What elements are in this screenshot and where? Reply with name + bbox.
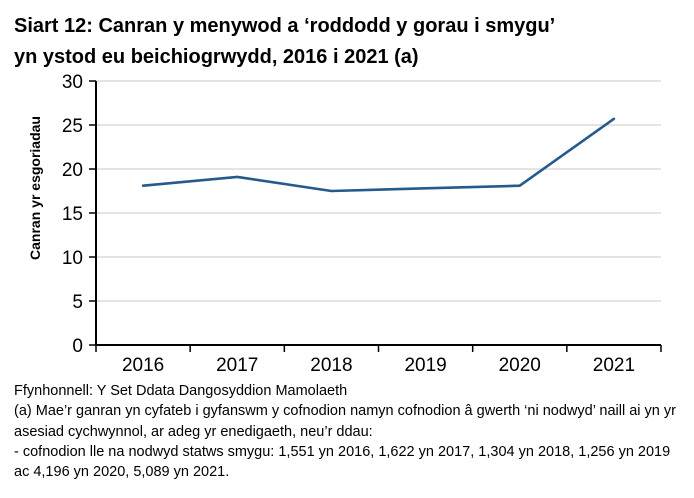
chart-title: Siart 12: Canran y menywod a ‘roddodd y … [0, 0, 694, 73]
footer-notes: Ffynhonnell: Y Set Ddata Dangosyddion Ma… [0, 379, 694, 482]
x-tick-label: 2018 [310, 355, 352, 376]
x-tick-label: 2020 [499, 355, 541, 376]
y-tick-label: 30 [62, 73, 83, 93]
x-tick-label: 2017 [216, 355, 258, 376]
y-tick-label: 25 [62, 116, 83, 137]
footnote-b: - cofnodion lle na nodwyd statws smygu: … [14, 443, 671, 481]
data-series-line [141, 117, 616, 193]
y-tick-label: 15 [62, 204, 83, 225]
x-tick-label: 2019 [404, 355, 446, 376]
y-tick-label: 10 [62, 248, 83, 269]
line-chart: 0 5 10 15 20 25 30 2016 2017 2018 2019 2020 2021 Canr… [27, 73, 662, 376]
chart-title-line-1: Siart 12: Canran y menywod a ‘roddodd y … [14, 15, 556, 37]
source-note: Ffynhonnell: Y Set Ddata Dangosyddion Ma… [14, 383, 348, 399]
footnote-a: (a) Mae’r ganran yn cyfateb i gyfanswm y… [14, 403, 676, 440]
y-tick-label: 0 [72, 336, 83, 357]
x-tick-label: 2021 [593, 355, 635, 376]
chart-title-line-2: yn ystod eu beichiogrwydd, 2016 i 2021 (… [14, 46, 419, 68]
y-tick-label: 5 [72, 292, 83, 313]
x-tick-label: 2016 [122, 355, 164, 376]
y-axis-title: Canran yr esgoriadau [27, 116, 43, 260]
y-tick-label: 20 [62, 160, 83, 181]
